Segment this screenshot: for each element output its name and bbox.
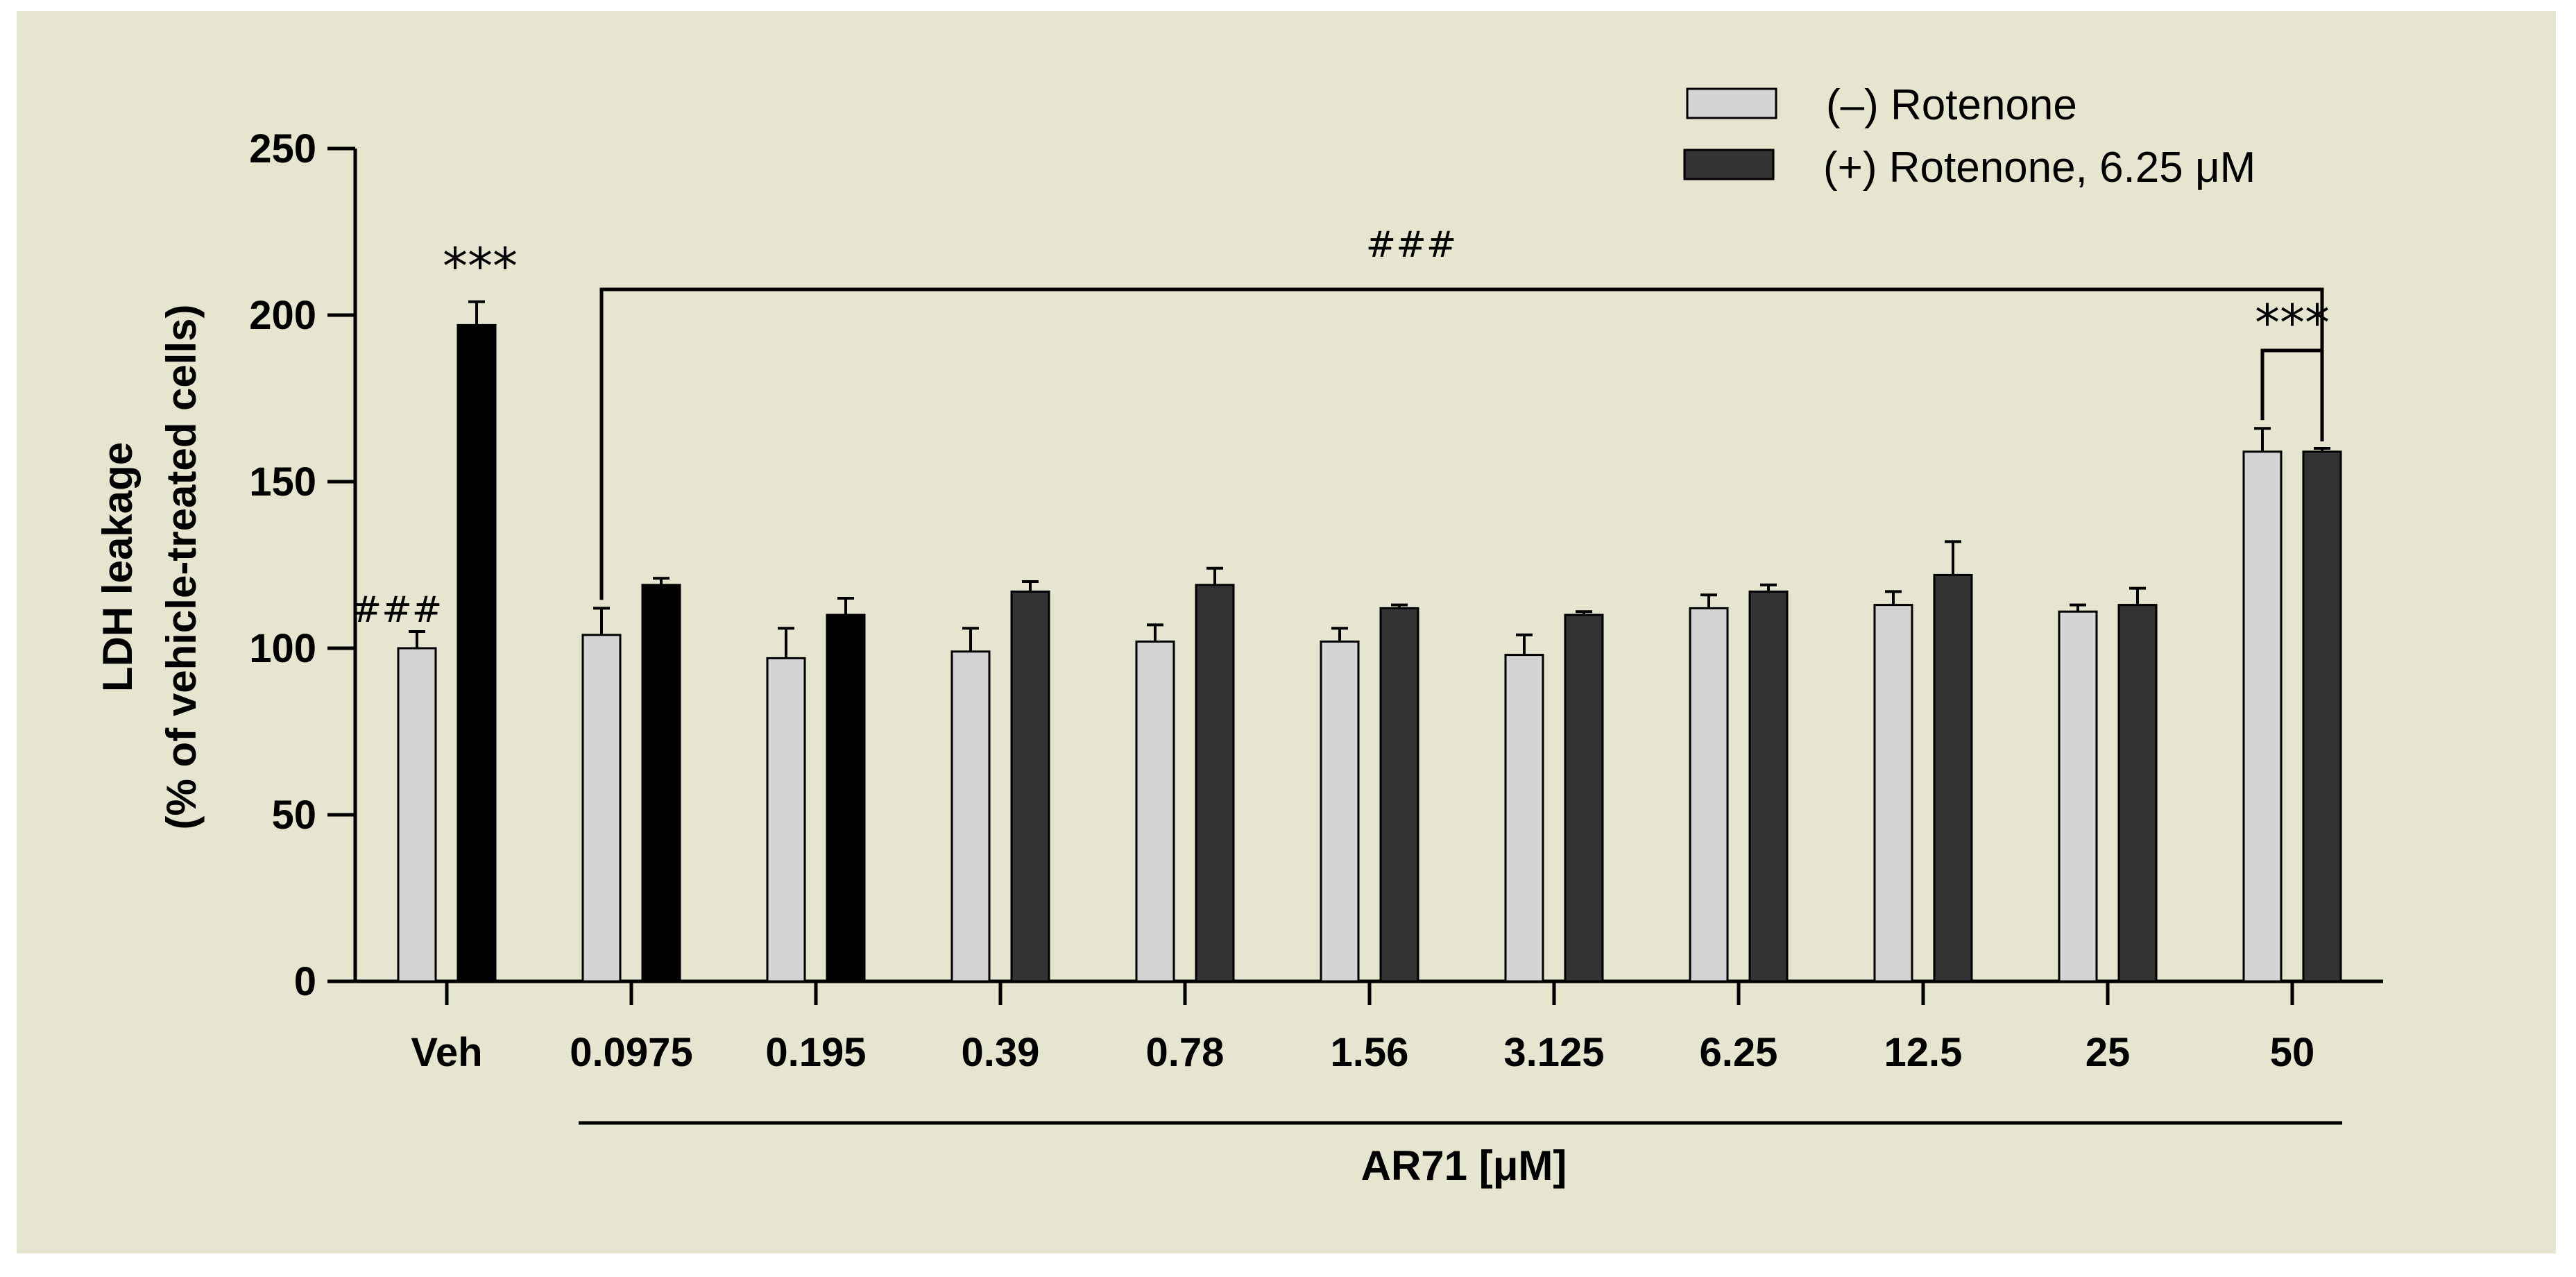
y-tick-label: 100	[249, 626, 316, 671]
bar-minus-rotenone	[1135, 640, 1175, 983]
bar-plus-rotenone	[2302, 450, 2342, 983]
x-tick-label: 25	[2085, 1030, 2131, 1075]
x-tick-label: 1.56	[1331, 1030, 1409, 1075]
bar-plus-rotenone	[641, 584, 681, 983]
top-stars-annotation: ***	[2255, 294, 2330, 352]
bar-plus-rotenone	[2117, 604, 2158, 983]
bar-plus-rotenone	[1010, 590, 1050, 983]
y-axis-title-line1: LDH leakage	[94, 442, 141, 692]
bar-minus-rotenone	[581, 634, 622, 983]
legend-swatch-plus-rotenone	[1683, 149, 1775, 180]
x-axis-title: AR71 [μM]	[1361, 1142, 1567, 1189]
bracket-hash-annotation: ###	[1366, 224, 1457, 266]
y-axis-title-line2: (% of vehicle-treated cells)	[158, 305, 205, 830]
y-tick-label: 50	[271, 793, 316, 838]
x-tick-label: 0.195	[765, 1030, 866, 1075]
x-tick-label: 0.78	[1146, 1030, 1225, 1075]
bar-plus-rotenone	[1195, 584, 1235, 983]
bar-minus-rotenone	[2242, 450, 2283, 983]
bar-plus-rotenone	[457, 323, 497, 983]
x-tick-label: 12.5	[1884, 1030, 1963, 1075]
bar-plus-rotenone	[1933, 573, 1973, 983]
bar-minus-rotenone	[1873, 604, 1913, 983]
significance-bracket-short	[2260, 348, 2322, 421]
x-tick-label: 0.39	[962, 1030, 1040, 1075]
bar-minus-rotenone	[1689, 607, 1729, 983]
bar-minus-rotenone	[2058, 610, 2098, 983]
bar-minus-rotenone	[1320, 640, 1360, 983]
bar-plus-rotenone	[1379, 607, 1419, 983]
y-tick-label: 250	[249, 126, 316, 171]
bar-minus-rotenone	[397, 647, 437, 983]
bar-minus-rotenone	[950, 650, 991, 983]
significance-bracket-long	[599, 287, 2324, 600]
legend-label-minus-rotenone: (–) Rotenone	[1826, 81, 2077, 129]
bar-plus-rotenone	[1748, 590, 1789, 983]
y-tick-label: 150	[249, 459, 316, 505]
bar-minus-rotenone	[1504, 654, 1544, 983]
bar-plus-rotenone	[1564, 614, 1604, 983]
veh-hash-annotation: ###	[352, 589, 443, 631]
bar-plus-rotenone	[826, 614, 866, 983]
y-tick-label: 0	[294, 959, 316, 1004]
legend-swatch-minus-rotenone	[1686, 87, 1777, 119]
x-tick-label: 0.0975	[570, 1030, 692, 1075]
x-tick-label: Veh	[411, 1030, 482, 1075]
legend-label-plus-rotenone: (+) Rotenone, 6.25 μM	[1823, 144, 2255, 192]
y-tick-label: 200	[249, 293, 316, 338]
x-tick-label: 6.25	[1700, 1030, 1778, 1075]
veh-stars-annotation: ***	[443, 237, 518, 295]
x-tick-label: 50	[2270, 1030, 2315, 1075]
bar-minus-rotenone	[766, 657, 806, 983]
x-tick-label: 3.125	[1503, 1030, 1604, 1075]
